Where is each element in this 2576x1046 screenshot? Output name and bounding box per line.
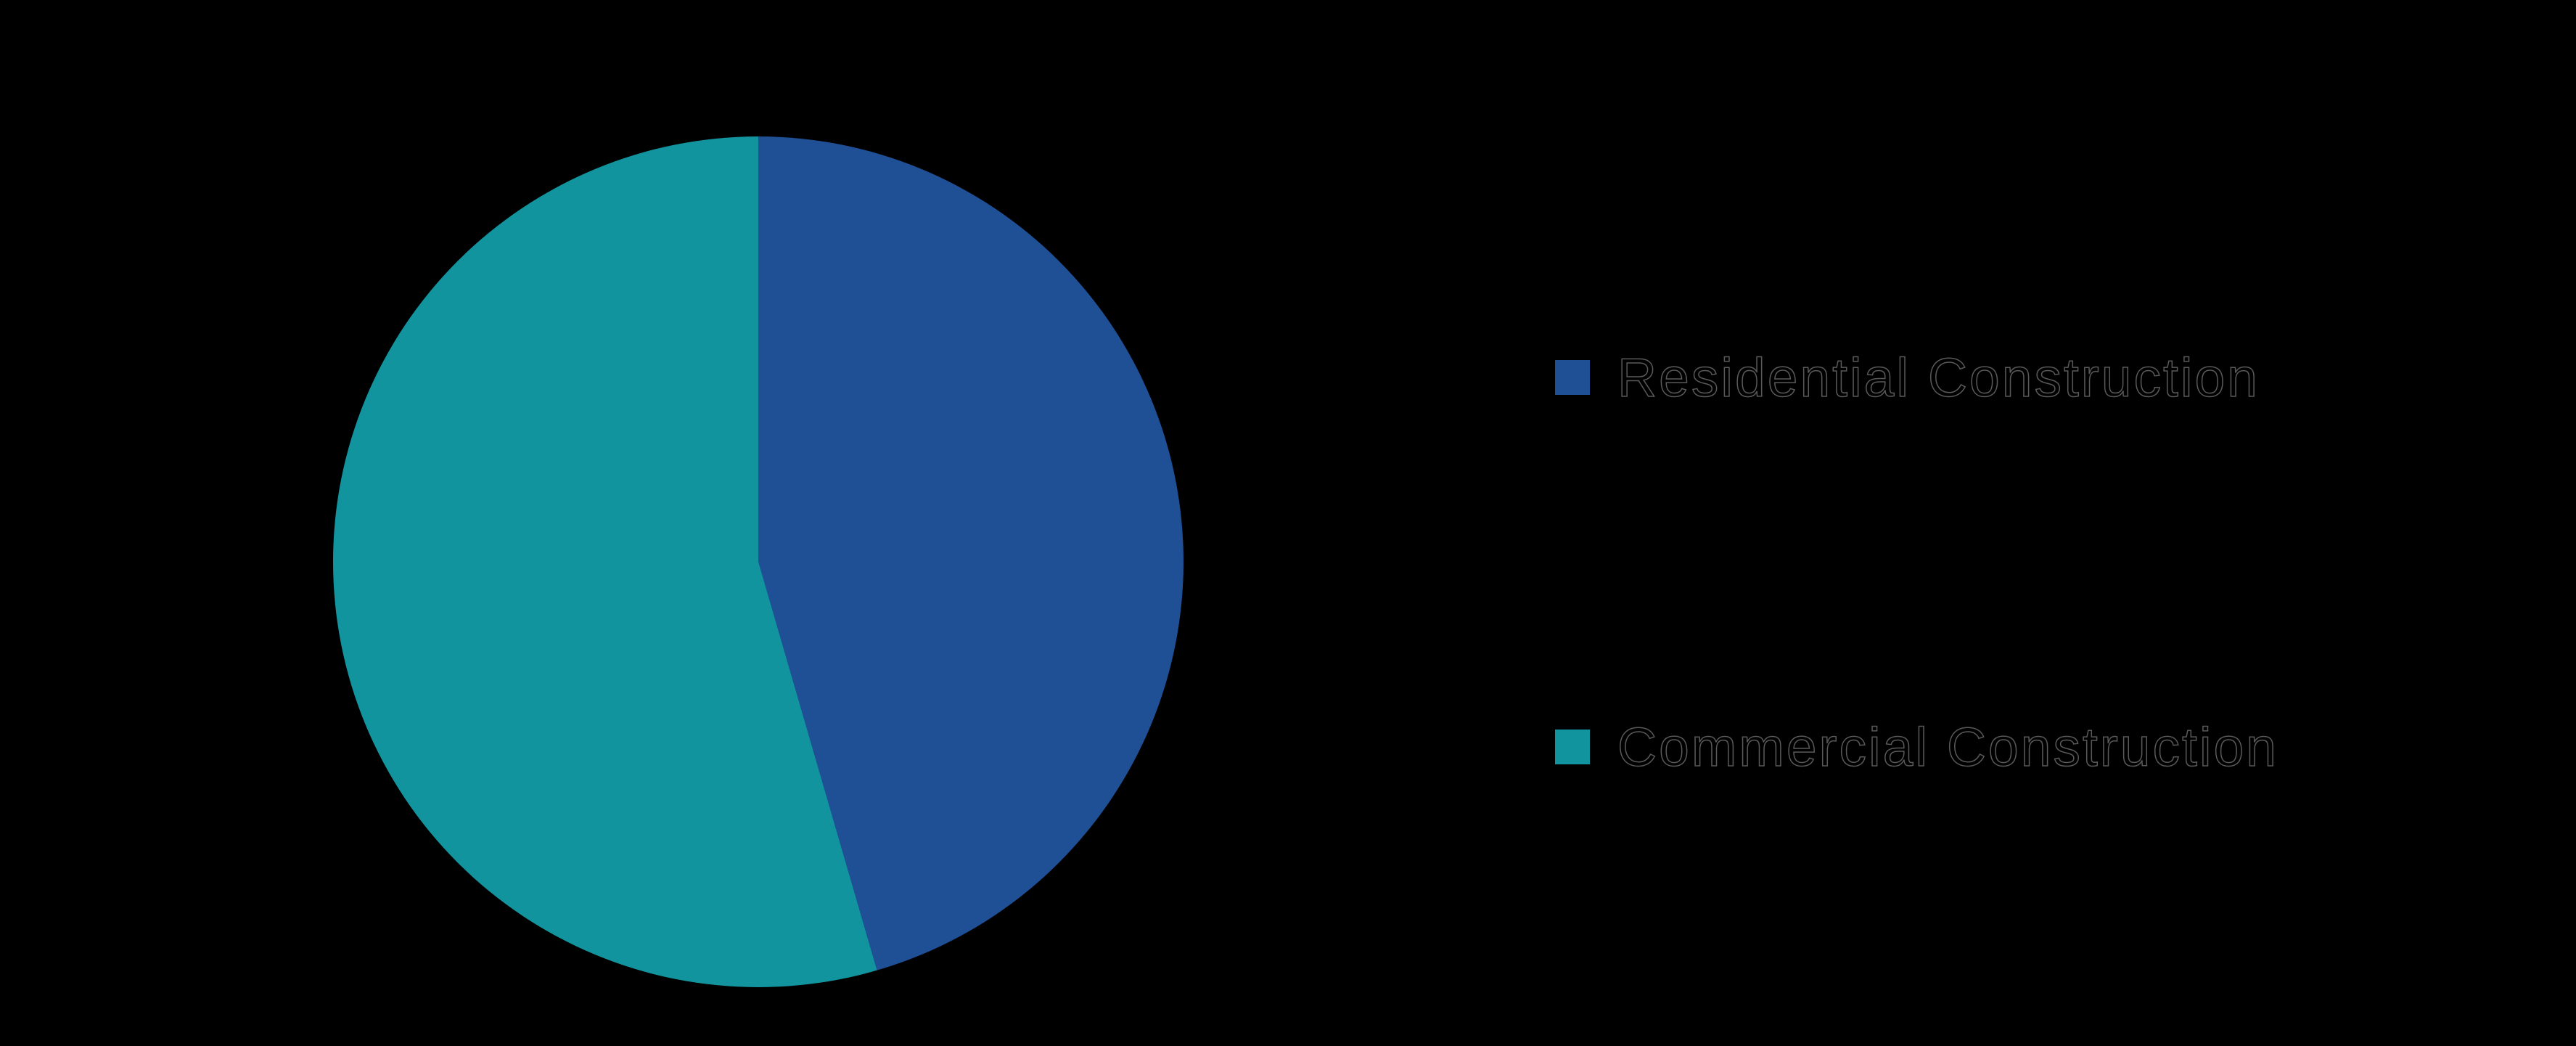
legend-label-residential: Residential Construction bbox=[1617, 346, 2260, 409]
pie-chart bbox=[333, 136, 1184, 987]
legend-item-residential-construction: Residential Construction bbox=[1555, 345, 2260, 410]
legend-swatch-commercial-icon bbox=[1555, 730, 1590, 764]
legend-swatch-residential-icon bbox=[1555, 360, 1590, 395]
legend-item-commercial-construction: Commercial Construction bbox=[1555, 714, 2278, 780]
legend-label-commercial: Commercial Construction bbox=[1617, 716, 2278, 778]
